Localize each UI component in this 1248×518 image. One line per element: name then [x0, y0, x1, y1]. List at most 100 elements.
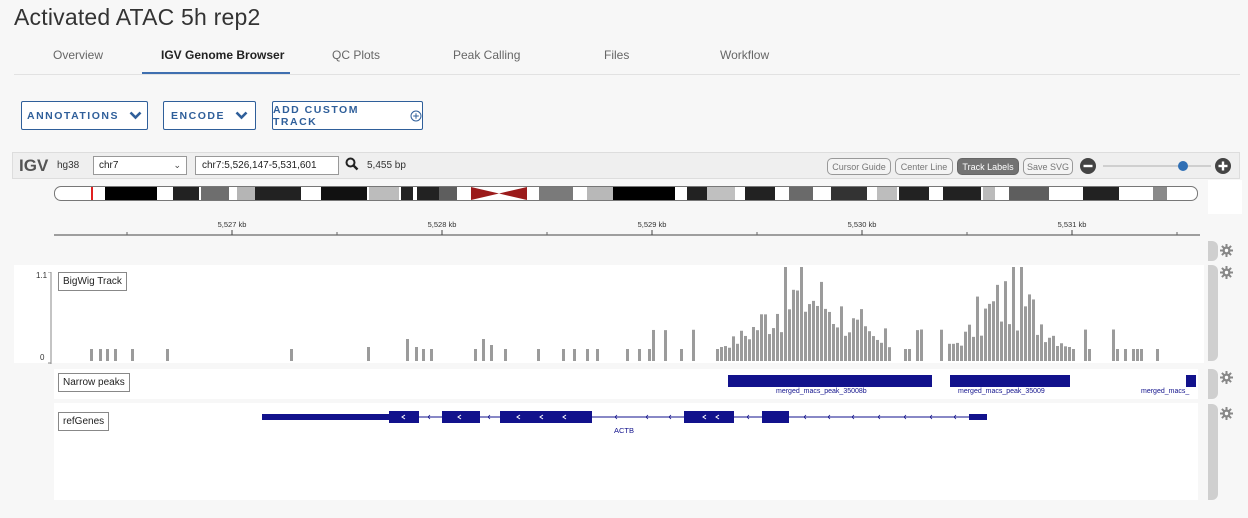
signal-bar	[406, 339, 409, 361]
genome-label[interactable]: hg38	[57, 160, 80, 171]
add-custom-track-button[interactable]: ADD CUSTOM TRACK	[272, 101, 423, 130]
encode-button-label: ENCODE	[171, 109, 225, 122]
zoom-in-icon[interactable]	[1214, 157, 1232, 180]
signal-bar	[788, 309, 791, 361]
signal-bar	[956, 342, 959, 361]
signal-bar	[812, 300, 815, 361]
bigwig-track[interactable]: 1.1 0 BigWig Track	[14, 265, 1204, 364]
signal-bar	[980, 335, 983, 361]
signal-bar	[1060, 343, 1063, 361]
ruler: 5,527 kb 5,528 kb 5,529 kb 5,530 kb 5,531 kb	[54, 220, 1200, 236]
signal-bar	[904, 349, 907, 361]
signal-bar	[1136, 349, 1139, 361]
refgenes-track-label[interactable]: refGenes	[58, 412, 110, 431]
cursor-guide-button[interactable]: Cursor Guide	[827, 158, 891, 175]
tab-peak-calling[interactable]: Peak Calling	[453, 48, 521, 62]
tab-qc-plots[interactable]: QC Plots	[332, 48, 381, 62]
actb-gene-model[interactable]	[54, 403, 1198, 443]
gear-icon[interactable]	[1220, 244, 1233, 262]
ruler-tick-label: 5,530 kb	[848, 220, 877, 229]
signal-bar	[960, 345, 963, 361]
signal-bar	[996, 284, 999, 361]
signal-bar	[290, 349, 293, 361]
signal-bar	[1040, 324, 1043, 361]
narrow-peaks-track[interactable]: Narrow peaks merged_macs_peak_35008b mer…	[54, 369, 1198, 399]
chromosome-ideogram[interactable]	[54, 186, 1198, 201]
page-title: Activated ATAC 5h rep2	[14, 4, 261, 30]
zoom-slider-track[interactable]	[1103, 165, 1211, 167]
ideogram-side-panel	[1208, 180, 1242, 214]
ruler-tick-label: 5,527 kb	[218, 220, 247, 229]
gear-icon[interactable]	[1220, 371, 1233, 389]
signal-bar	[664, 330, 667, 361]
signal-bar	[1008, 324, 1011, 361]
signal-bar	[908, 349, 911, 361]
signal-bar	[796, 290, 799, 361]
tabs-divider	[14, 74, 1240, 75]
tab-files[interactable]: Files	[604, 48, 630, 62]
signal-bar	[768, 334, 771, 361]
gear-icon[interactable]	[1220, 266, 1233, 284]
annotations-button[interactable]: ANNOTATIONS	[21, 101, 148, 130]
signal-bar	[562, 349, 565, 361]
zoom-out-icon[interactable]	[1079, 157, 1097, 180]
signal-bar	[1088, 349, 1091, 361]
save-svg-button[interactable]: Save SVG	[1023, 158, 1073, 175]
signal-bar	[1044, 342, 1047, 361]
signal-bar	[573, 349, 576, 361]
signal-bar	[586, 349, 589, 361]
signal-bar	[1004, 281, 1007, 361]
signal-bar	[876, 339, 879, 361]
refgenes-track[interactable]: refGenes ACTB	[54, 403, 1198, 500]
chevron-down-icon	[235, 111, 248, 120]
chevron-down-icon: ⌄	[173, 160, 181, 170]
signal-bar	[916, 330, 919, 361]
signal-bar	[1072, 349, 1075, 361]
tab-workflow[interactable]: Workflow	[720, 48, 770, 62]
center-line-button[interactable]: Center Line	[895, 158, 953, 175]
search-icon[interactable]	[345, 157, 359, 176]
signal-bar	[776, 313, 779, 361]
signal-bar	[648, 349, 651, 361]
annotations-button-label: ANNOTATIONS	[27, 109, 119, 122]
gene-name-label: ACTB	[614, 426, 635, 435]
signal-bar	[736, 343, 739, 361]
signal-bar	[1084, 329, 1087, 361]
bigwig-track-label[interactable]: BigWig Track	[58, 272, 127, 291]
signal-bar	[732, 336, 735, 361]
ruler-tick-label: 5,528 kb	[428, 220, 457, 229]
narrow-peaks-track-label[interactable]: Narrow peaks	[58, 373, 130, 392]
narrow-peaks-scrollbar[interactable]	[1208, 369, 1218, 399]
signal-bar	[836, 327, 839, 361]
signal-bar	[474, 349, 477, 361]
signal-bar	[748, 339, 751, 361]
gear-icon[interactable]	[1220, 407, 1233, 425]
signal-bar	[652, 329, 655, 361]
igv-logo: IGV	[19, 156, 49, 175]
tab-overview[interactable]: Overview	[53, 48, 104, 62]
peak-feature[interactable]	[728, 375, 932, 387]
add-custom-track-label: ADD CUSTOM TRACK	[273, 103, 359, 128]
peak-feature[interactable]	[1186, 375, 1196, 387]
signal-bar	[680, 349, 683, 361]
encode-button[interactable]: ENCODE	[163, 101, 256, 130]
zoom-slider-thumb[interactable]	[1178, 161, 1189, 171]
refgenes-scrollbar[interactable]	[1208, 404, 1218, 500]
chevron-down-icon	[129, 111, 142, 120]
tab-igv-genome-browser[interactable]: IGV Genome Browser	[161, 48, 285, 62]
ruler-scrollbar[interactable]	[1208, 241, 1218, 261]
track-labels-button[interactable]: Track Labels	[957, 158, 1019, 175]
signal-bar	[415, 347, 418, 361]
signal-bar	[626, 349, 629, 361]
chromosome-select[interactable]: chr7 ⌄	[93, 156, 187, 175]
signal-bar	[820, 281, 823, 361]
locus-search-input[interactable]: chr7:5,526,147-5,531,601	[195, 156, 339, 175]
peak-feature[interactable]	[950, 375, 1070, 387]
bigwig-scrollbar[interactable]	[1208, 265, 1218, 361]
signal-bar	[880, 342, 883, 361]
signal-bar	[844, 335, 847, 361]
signal-bar	[1156, 349, 1159, 361]
signal-bar	[1064, 346, 1067, 361]
signal-bar	[888, 347, 891, 361]
signal-bar	[772, 328, 775, 361]
